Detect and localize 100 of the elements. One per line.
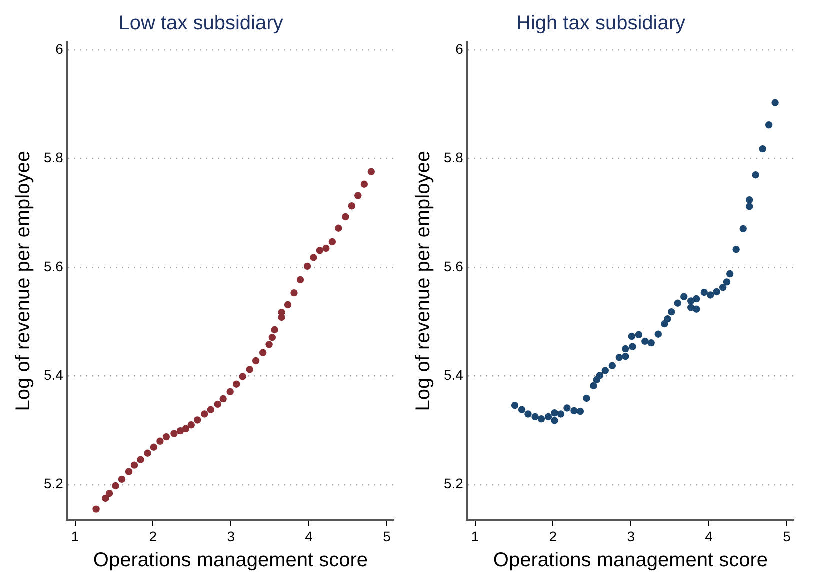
point (207, 406, 214, 414)
point (156, 438, 164, 446)
point (740, 225, 747, 233)
y-tick-label: 5.4 (44, 367, 64, 384)
point (194, 416, 202, 424)
point (102, 494, 110, 502)
point (239, 373, 246, 380)
point (278, 309, 286, 316)
point (322, 244, 330, 252)
point (518, 406, 526, 414)
point (162, 433, 170, 441)
point (635, 331, 643, 338)
point (304, 262, 312, 270)
point (642, 338, 649, 346)
point (570, 407, 578, 415)
point (201, 410, 208, 418)
chart-title: High tax subsidiary (516, 12, 686, 35)
point (726, 270, 734, 278)
point (125, 468, 133, 476)
point (544, 413, 552, 421)
point (557, 410, 565, 418)
point (137, 456, 144, 464)
point (182, 425, 190, 433)
point (259, 349, 267, 356)
point (551, 417, 558, 424)
point (252, 357, 260, 365)
point (524, 410, 532, 418)
point (150, 444, 158, 451)
point (692, 306, 700, 313)
point (772, 99, 779, 106)
point (674, 300, 682, 307)
y-tick-label: 5.8 (44, 150, 64, 166)
point (232, 380, 240, 388)
point (532, 413, 539, 421)
point (616, 354, 624, 362)
point (590, 382, 598, 390)
point (752, 172, 760, 179)
point (746, 196, 754, 204)
point (664, 316, 672, 323)
point (551, 410, 558, 417)
point (654, 330, 662, 338)
point (622, 353, 630, 360)
point (648, 339, 655, 347)
y-tick-label: 5.2 (444, 476, 464, 492)
point (719, 284, 727, 292)
point (765, 122, 773, 129)
y-tick-label: 6 (56, 41, 64, 58)
point (335, 224, 342, 232)
point (602, 367, 610, 374)
y-tick-label: 5.6 (44, 258, 64, 274)
point (188, 422, 195, 429)
x-tick-label: 1 (71, 528, 80, 544)
point (628, 332, 636, 340)
point (144, 450, 152, 457)
point (271, 326, 278, 334)
x-tick-label: 5 (783, 528, 792, 544)
point (668, 308, 676, 316)
point (268, 334, 276, 342)
point (92, 506, 100, 513)
x-axis-title: Operations management score (93, 550, 368, 572)
x-tick-label: 5 (383, 528, 392, 544)
x-tick-label: 4 (305, 528, 314, 544)
point (700, 288, 708, 296)
x-tick-label: 2 (149, 528, 158, 544)
point (328, 238, 336, 246)
point (176, 427, 184, 435)
y-tick-label: 5.2 (44, 476, 64, 492)
y-tick-label: 5.8 (444, 150, 464, 166)
point (130, 462, 138, 469)
point (680, 293, 688, 300)
point (118, 476, 126, 484)
chart-title: Low tax subsidiary (118, 12, 284, 35)
point (759, 145, 766, 153)
point (596, 372, 604, 380)
y-axis-title: Log of revenue per employee (412, 151, 435, 412)
point (360, 180, 368, 188)
x-tick-label: 3 (227, 528, 236, 544)
point (220, 395, 227, 403)
point (629, 343, 636, 350)
y-axis-title: Log of revenue per employee (12, 151, 35, 412)
point (170, 430, 178, 438)
point (707, 292, 714, 299)
point (723, 278, 731, 286)
point (348, 202, 356, 210)
point (713, 288, 720, 296)
point (511, 402, 519, 410)
point (310, 254, 318, 262)
y-tick-label: 5.6 (444, 258, 464, 274)
point (692, 295, 700, 303)
point (106, 490, 114, 498)
point (732, 246, 740, 254)
x-tick-label: 3 (627, 528, 636, 544)
point (266, 341, 273, 348)
point (622, 345, 630, 353)
point (608, 362, 616, 370)
x-tick-label: 1 (471, 528, 480, 544)
point (576, 408, 584, 416)
x-axis-title: Operations management score (493, 550, 768, 572)
point (342, 213, 350, 221)
y-tick-label: 6 (456, 41, 464, 58)
